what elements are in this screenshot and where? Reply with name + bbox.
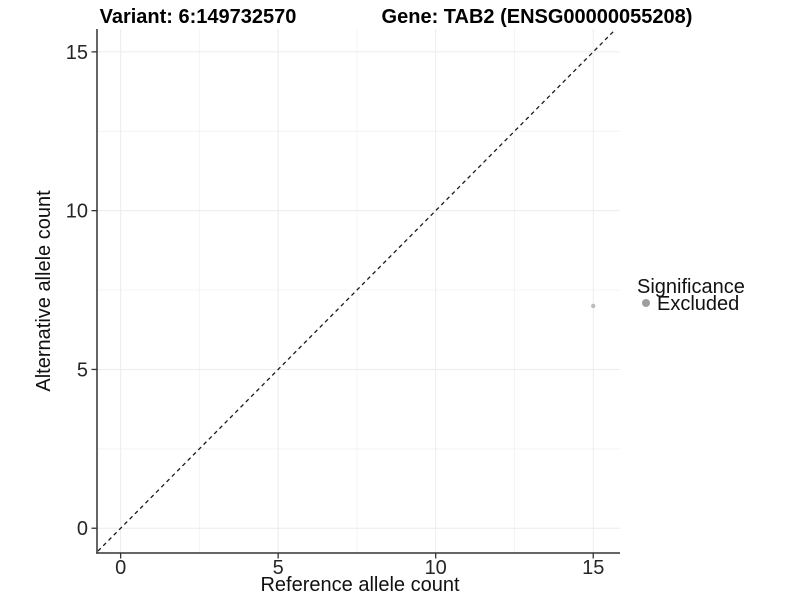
variant-title: Variant: 6:149732570 xyxy=(100,6,297,28)
y-axis-title: Alternative allele count xyxy=(33,190,55,392)
gene-title: Gene: TAB2 (ENSG00000055208) xyxy=(382,6,693,28)
x-axis-title: Reference allele count xyxy=(260,574,459,596)
x-tick-label: 0 xyxy=(115,557,126,579)
legend: Significance Excluded xyxy=(637,276,745,315)
legend-item-label: Excluded xyxy=(657,293,739,315)
legend-key-dot xyxy=(642,299,650,307)
y-tick-label: 5 xyxy=(77,359,88,381)
data-point xyxy=(591,303,596,309)
axis-ticks-and-labels: 0 5 10 15 0 5 10 15 xyxy=(66,42,605,579)
y-tick-label: 0 xyxy=(77,518,88,540)
y-tick-label: 15 xyxy=(66,42,88,64)
gridlines-minor xyxy=(97,29,620,553)
gridlines-major xyxy=(97,29,620,553)
x-tick-label: 5 xyxy=(273,557,284,579)
identity-reference-line xyxy=(97,29,616,552)
x-tick-label: 15 xyxy=(582,557,604,579)
diagonal-dashed-line xyxy=(97,29,616,552)
x-tick-label: 10 xyxy=(425,557,447,579)
y-tick-label: 10 xyxy=(66,201,88,223)
data-points xyxy=(591,303,596,309)
legend-title: Significance xyxy=(637,276,745,298)
axis-lines xyxy=(96,29,620,554)
